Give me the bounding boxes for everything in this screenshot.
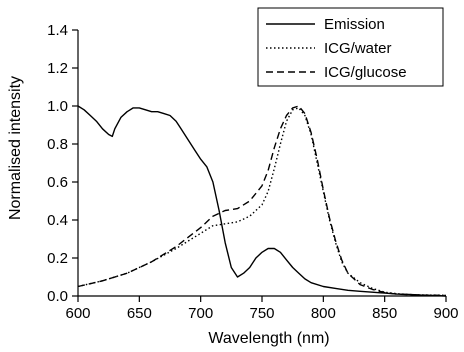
- x-axis-label: Wavelength (nm): [208, 330, 329, 347]
- x-tick-label: 750: [249, 305, 274, 322]
- x-tick-label: 800: [311, 305, 336, 322]
- legend-label-emission: Emission: [324, 16, 385, 33]
- legend-label-icg-glucose: ICG/glucose: [324, 64, 407, 81]
- y-tick-label: 0.8: [47, 136, 68, 153]
- series-line-icg-glucose: [77, 105, 447, 297]
- series-line-icg-water: [77, 107, 447, 296]
- legend-label-icg-water: ICG/water: [324, 40, 392, 57]
- x-tick-label: 650: [127, 305, 152, 322]
- y-tick-label: 0.6: [47, 174, 68, 191]
- y-tick-label: 0.2: [47, 250, 68, 267]
- plot-area: [77, 105, 447, 297]
- x-tick-label: 600: [65, 305, 90, 322]
- series-line-emission: [77, 105, 447, 297]
- x-tick-label: 700: [188, 305, 213, 322]
- y-tick-label: 1.4: [47, 22, 68, 39]
- x-tick-label: 850: [372, 305, 397, 322]
- y-tick-label: 1.0: [47, 98, 68, 115]
- tick-marks-and-labels: 600 650 700 750 800 850 900 0.0 0.2 0.4 0.6 0.8 1.0 1…: [47, 22, 458, 322]
- legend: Emission ICG/water ICG/glucose: [257, 7, 444, 87]
- y-axis-label: Normalised intensity: [7, 76, 24, 220]
- legend-box: [257, 7, 444, 87]
- y-tick-label: 0.0: [47, 288, 68, 305]
- y-tick-label: 0.4: [47, 212, 68, 229]
- x-tick-label: 900: [433, 305, 458, 322]
- y-tick-label: 1.2: [47, 60, 68, 77]
